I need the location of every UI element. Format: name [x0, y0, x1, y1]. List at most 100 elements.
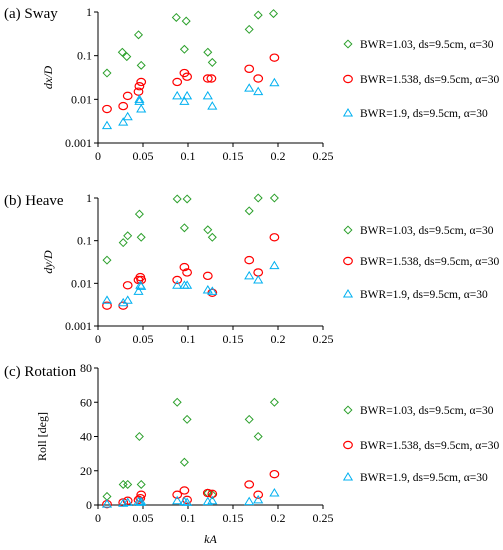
series-diamond [102, 9, 279, 78]
data-point-triangle [134, 94, 145, 103]
data-point-circle [118, 101, 129, 111]
data-point-circle [172, 275, 183, 285]
x-tick-label: 0.2 [271, 511, 286, 525]
data-point-diamond [172, 194, 182, 204]
chart-panel-2: (b) Heave 0.001 0.01 0.1 1 0 0.05 0.1 0.15 0.2 0.2… [4, 191, 499, 346]
data-point-circle [122, 91, 133, 101]
legend-marker-diamond [343, 39, 353, 49]
y-tick-label: 0.01 [71, 92, 92, 106]
data-point-diamond [179, 223, 189, 233]
data-point-diamond [136, 60, 146, 70]
data-point-circle [244, 255, 255, 265]
data-point-circle [202, 74, 213, 83]
data-point-triangle [179, 496, 190, 506]
x-tick-label: 0.15 [223, 511, 244, 525]
data-point-diamond [102, 255, 112, 265]
x-tick-label: 0.05 [133, 332, 154, 346]
data-point-circle [253, 268, 264, 277]
data-point-circle [102, 104, 112, 114]
data-point-circle [269, 233, 280, 242]
data-point-triangle [136, 281, 147, 290]
legend-marker-triangle [342, 472, 354, 481]
data-point-circle [269, 53, 280, 62]
data-point-diamond [118, 238, 128, 248]
legend-label: BWR=1.538, ds=9.5cm, α=30 [360, 256, 499, 268]
data-point-triangle [134, 96, 145, 105]
data-point-triangle [207, 495, 218, 505]
legend-marker-diamond [343, 405, 353, 415]
y-tick-label: 40 [80, 430, 92, 444]
data-point-diamond [244, 414, 254, 424]
data-point-circle [253, 490, 264, 499]
data-point-triangle [136, 496, 147, 506]
legend-label: BWR=1.03, ds=9.5cm, α=30 [360, 225, 494, 237]
data-point-diamond [207, 232, 217, 242]
data-point-diamond [122, 52, 132, 62]
series-circle [102, 53, 280, 114]
data-point-triangle [182, 90, 193, 100]
data-point-diamond [203, 225, 213, 235]
x-tick-label: 0.25 [313, 149, 334, 163]
data-point-circle [122, 281, 133, 290]
series-diamond [102, 397, 279, 501]
x-tick-label: 0.1 [181, 511, 196, 525]
data-point-circle [206, 74, 217, 83]
x-tick-label: 0.25 [313, 511, 334, 525]
data-point-triangle [244, 83, 255, 92]
legend-marker-triangle [342, 108, 354, 117]
data-point-diamond [133, 30, 144, 40]
data-point-diamond [182, 414, 192, 424]
data-point-circle [135, 493, 146, 503]
data-point-triangle [253, 494, 264, 504]
data-point-triangle [136, 104, 147, 113]
legend-label: BWR=1.9, ds=9.5cm, α=30 [360, 289, 488, 301]
data-point-circle [172, 77, 183, 87]
data-point-diamond [102, 491, 112, 501]
data-point-triangle [269, 488, 280, 497]
data-point-circle [122, 496, 133, 505]
y-tick-label: 20 [80, 464, 92, 478]
legend-label: BWR=1.538, ds=9.5cm, α=30 [360, 74, 499, 86]
chart-panel-1: (a) Sway 0.001 0.01 0.1 1 0 0.05 0.1 0.15 0.2 0.25… [4, 5, 499, 163]
data-point-diamond [244, 24, 254, 34]
data-point-circle [253, 74, 264, 83]
data-point-diamond [123, 479, 133, 489]
data-point-diamond [244, 206, 254, 216]
data-point-triangle [122, 497, 133, 506]
data-point-diamond [172, 397, 182, 407]
data-point-diamond [181, 16, 191, 26]
x-tick-label: 0 [95, 332, 101, 346]
y-tick-label: 1 [86, 5, 92, 19]
legend-marker-circle [343, 440, 353, 450]
x-tick-label: 0.25 [313, 332, 334, 346]
y-tick-label: 0.001 [65, 319, 92, 333]
y-tick-label: 1 [86, 191, 92, 205]
y-tick-label: 0.1 [77, 234, 92, 248]
data-point-diamond [269, 397, 279, 407]
data-point-triangle [179, 96, 190, 105]
data-point-triangle [244, 270, 255, 280]
data-point-diamond [179, 44, 189, 54]
data-point-diamond [253, 431, 263, 442]
legend-marker-circle [343, 74, 353, 84]
legend-label: BWR=1.03, ds=9.5cm, α=30 [360, 405, 494, 417]
data-point-triangle [118, 117, 129, 126]
x-tick-label: 0.15 [223, 332, 244, 346]
data-point-triangle [133, 286, 144, 295]
chart-title: (a) Sway [4, 6, 58, 22]
series-diamond [102, 193, 279, 265]
data-point-triangle [172, 280, 183, 289]
y-tick-label: 80 [80, 361, 92, 375]
data-point-circle [136, 77, 147, 87]
legend-marker-triangle [342, 289, 354, 298]
data-point-triangle [202, 284, 213, 294]
data-point-triangle [182, 280, 193, 289]
data-point-triangle [118, 297, 129, 307]
data-point-triangle [269, 77, 280, 87]
legend-marker-diamond [343, 225, 353, 235]
data-point-diamond [207, 57, 217, 67]
x-tick-label: 0.2 [271, 332, 286, 346]
data-point-diamond [253, 10, 263, 20]
chart-title: (b) Heave [4, 193, 64, 209]
